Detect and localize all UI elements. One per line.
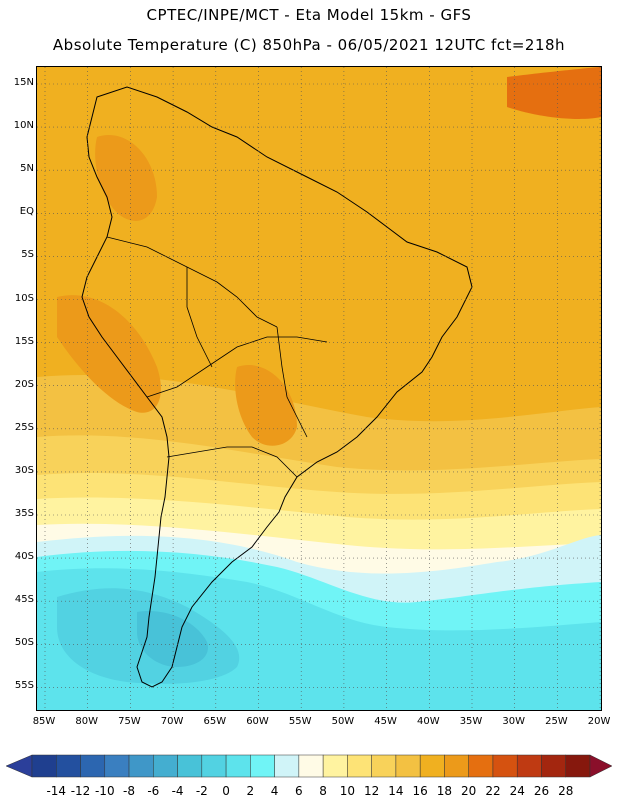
colorbar-level-label: 18: [436, 784, 453, 798]
temperature-field: [37, 67, 601, 710]
colorbar-level-label: 8: [319, 784, 327, 798]
longitude-label: 50W: [331, 716, 355, 727]
latitude-label: 35S: [14, 508, 34, 519]
longitude-label: 35W: [459, 716, 483, 727]
border-line: [106, 236, 278, 328]
colorbar-swatch: [177, 754, 203, 778]
colorbar-swatch: [347, 754, 372, 778]
map-title-line1: CPTEC/INPE/MCT - Eta Model 15km - GFS: [146, 6, 472, 24]
colorbar-level-label: -14: [46, 784, 67, 798]
colorbar-swatch: [468, 754, 494, 778]
colorbar-swatch: [395, 754, 421, 778]
temperature-map: [36, 66, 602, 711]
border-line: [146, 336, 328, 398]
latitude-label: 10N: [13, 120, 34, 132]
south-america-coastline: [81, 86, 473, 688]
colorbar-swatch: [128, 754, 154, 778]
longitude-label: 25W: [545, 716, 568, 727]
longitude-label: 60W: [246, 716, 269, 727]
latitude-label: 15S: [14, 335, 34, 347]
colorbar-level-label: 24: [509, 784, 525, 798]
colorbar-level-label: -10: [94, 784, 115, 798]
border-line: [276, 326, 308, 438]
colorbar-level-label: 12: [364, 784, 380, 798]
longitude-label: 20W: [587, 716, 611, 727]
longitude-label: 80W: [75, 716, 98, 727]
colorbar-level-label: 20: [461, 784, 477, 798]
border-line: [166, 446, 298, 478]
warm-patch-central: [235, 365, 297, 446]
longitude-label: 70W: [160, 716, 184, 727]
colorbar-swatch: [201, 754, 227, 778]
longitude-label: 55W: [288, 716, 312, 727]
colorbar-swatch: [31, 754, 57, 778]
colorbar-level-label: 14: [388, 784, 404, 798]
warm-patch-north: [95, 135, 157, 221]
colorbar-low-triangle: [5, 754, 33, 778]
colorbar-swatch: [492, 754, 518, 778]
latitude-label: 40S: [14, 551, 34, 563]
colorbar-level-label: -12: [70, 784, 91, 798]
colorbar-level-label: 2: [246, 784, 255, 798]
latitude-label: 45S: [14, 594, 34, 606]
colorbar-level-label: 22: [485, 784, 501, 798]
colorbar-swatch: [153, 754, 178, 778]
map-title-line2: Absolute Temperature (C) 850hPa - 06/05/…: [52, 36, 566, 54]
colorbar-swatch: [298, 754, 324, 778]
colorbar-swatch: [541, 754, 566, 778]
warm-patch-west: [57, 295, 161, 413]
latitude-label: 15N: [13, 77, 34, 88]
colorbar-swatch: [322, 754, 348, 778]
colorbar-level-label: 6: [295, 784, 303, 798]
longitude-label: 85W: [32, 716, 56, 727]
latitude-label: 30S: [14, 464, 34, 476]
border-line: [186, 267, 213, 368]
longitude-label: 30W: [502, 716, 525, 727]
colorbar-level-label: -8: [123, 784, 136, 798]
colorbar-swatch: [80, 754, 106, 778]
colorbar-level-label: 4: [270, 784, 279, 798]
latitude-label: 5N: [20, 163, 34, 175]
colorbar-high-triangle: [589, 754, 613, 778]
longitude-label: 65W: [203, 716, 227, 727]
colorbar-swatch: [56, 754, 81, 778]
colorbar: [5, 754, 613, 778]
longitude-label: 40W: [416, 716, 440, 727]
colorbar-level-label: 28: [558, 784, 574, 798]
colorbar-swatch: [250, 754, 275, 778]
latitude-label: 25S: [14, 421, 34, 433]
colorbar-level-label: 10: [339, 784, 356, 798]
latitude-label: EQ: [19, 206, 34, 218]
colorbar-swatch: [225, 754, 251, 778]
latitude-label: 20S: [14, 378, 34, 390]
colorbar-level-label: 0: [222, 784, 230, 798]
colorbar-level-label: 26: [533, 784, 550, 798]
latitude-label: 10S: [14, 292, 34, 304]
latitude-label: 50S: [14, 637, 34, 649]
colorbar-swatch: [104, 754, 130, 778]
colorbar-swatch: [565, 754, 591, 778]
longitude-label: 45W: [374, 716, 397, 727]
latitude-label: 55S: [14, 680, 34, 692]
colorbar-level-label: -2: [195, 784, 208, 798]
colorbar-level-label: 16: [412, 784, 428, 798]
latitude-label: 5S: [21, 249, 34, 261]
colorbar-swatch: [274, 754, 300, 778]
colorbar-swatch: [371, 754, 397, 778]
longitude-label: 75W: [118, 716, 141, 727]
colorbar-level-label: -6: [147, 784, 160, 798]
colorbar-swatch: [419, 754, 445, 778]
band-minus2: [137, 611, 208, 667]
colorbar-swatch: [444, 754, 469, 778]
warm-patch-atlantic: [507, 67, 601, 119]
colorbar-level-label: -4: [171, 784, 184, 798]
colorbar-swatch: [516, 754, 542, 778]
